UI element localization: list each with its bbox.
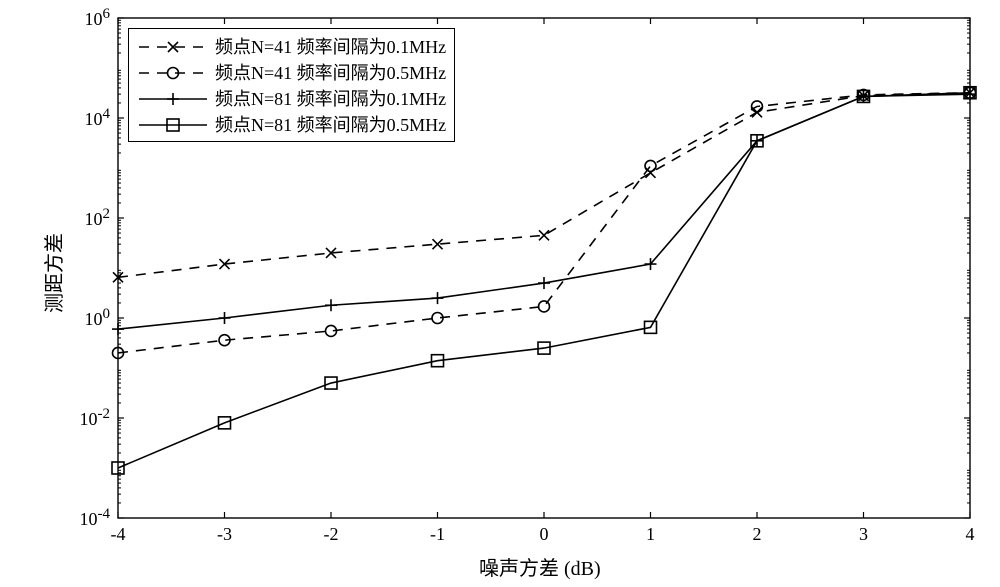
legend-label: 频点N=41 频率间隔为0.1MHz xyxy=(215,33,446,59)
x-tick-label: 0 xyxy=(524,524,564,545)
legend-sample xyxy=(137,60,209,84)
legend-row: 频点N=41 频率间隔为0.1MHz xyxy=(129,33,454,59)
x-tick-label: 4 xyxy=(950,524,990,545)
legend-row: 频点N=81 频率间隔为0.1MHz xyxy=(129,85,454,111)
x-tick-label: -2 xyxy=(311,524,351,545)
legend-label: 频点N=81 频率间隔为0.1MHz xyxy=(215,85,446,111)
legend-sample xyxy=(137,86,209,110)
x-tick-label: -1 xyxy=(418,524,458,545)
series-marker-n81_01 xyxy=(219,312,231,324)
y-tick-label: 100 xyxy=(85,306,111,330)
x-tick-label: -3 xyxy=(205,524,245,545)
x-tick-label: 1 xyxy=(631,524,671,545)
series-marker-n81_01 xyxy=(538,277,550,289)
series-marker-n81_01 xyxy=(325,299,337,311)
y-tick-label: 10-2 xyxy=(80,406,111,430)
y-tick-label: 10-4 xyxy=(80,506,111,530)
y-axis-label: 测距方差 xyxy=(38,233,67,313)
series-marker-n41_05 xyxy=(645,160,656,171)
series-marker-n81_01 xyxy=(432,292,444,304)
legend: 频点N=41 频率间隔为0.1MHz频点N=41 频率间隔为0.5MHz频点N=… xyxy=(128,28,455,142)
legend-row: 频点N=81 频率间隔为0.5MHz xyxy=(129,111,454,137)
y-tick-label: 104 xyxy=(85,106,111,130)
legend-sample xyxy=(137,34,209,58)
series-marker-n41_01 xyxy=(539,230,549,240)
legend-label: 频点N=81 频率间隔为0.5MHz xyxy=(215,111,446,137)
series-marker-n81_01 xyxy=(112,323,124,335)
y-tick-label: 106 xyxy=(85,6,111,30)
figure: 频点N=41 频率间隔为0.1MHz频点N=41 频率间隔为0.5MHz频点N=… xyxy=(0,0,1000,587)
x-tick-label: 2 xyxy=(737,524,777,545)
y-tick-label: 102 xyxy=(85,206,111,230)
x-tick-label: 3 xyxy=(844,524,884,545)
x-axis-label: 噪声方差 (dB) xyxy=(479,552,601,581)
legend-sample xyxy=(137,112,209,136)
series-marker-n41_05 xyxy=(539,301,550,312)
legend-row: 频点N=41 频率间隔为0.5MHz xyxy=(129,59,454,85)
legend-label: 频点N=41 频率间隔为0.5MHz xyxy=(215,59,446,85)
